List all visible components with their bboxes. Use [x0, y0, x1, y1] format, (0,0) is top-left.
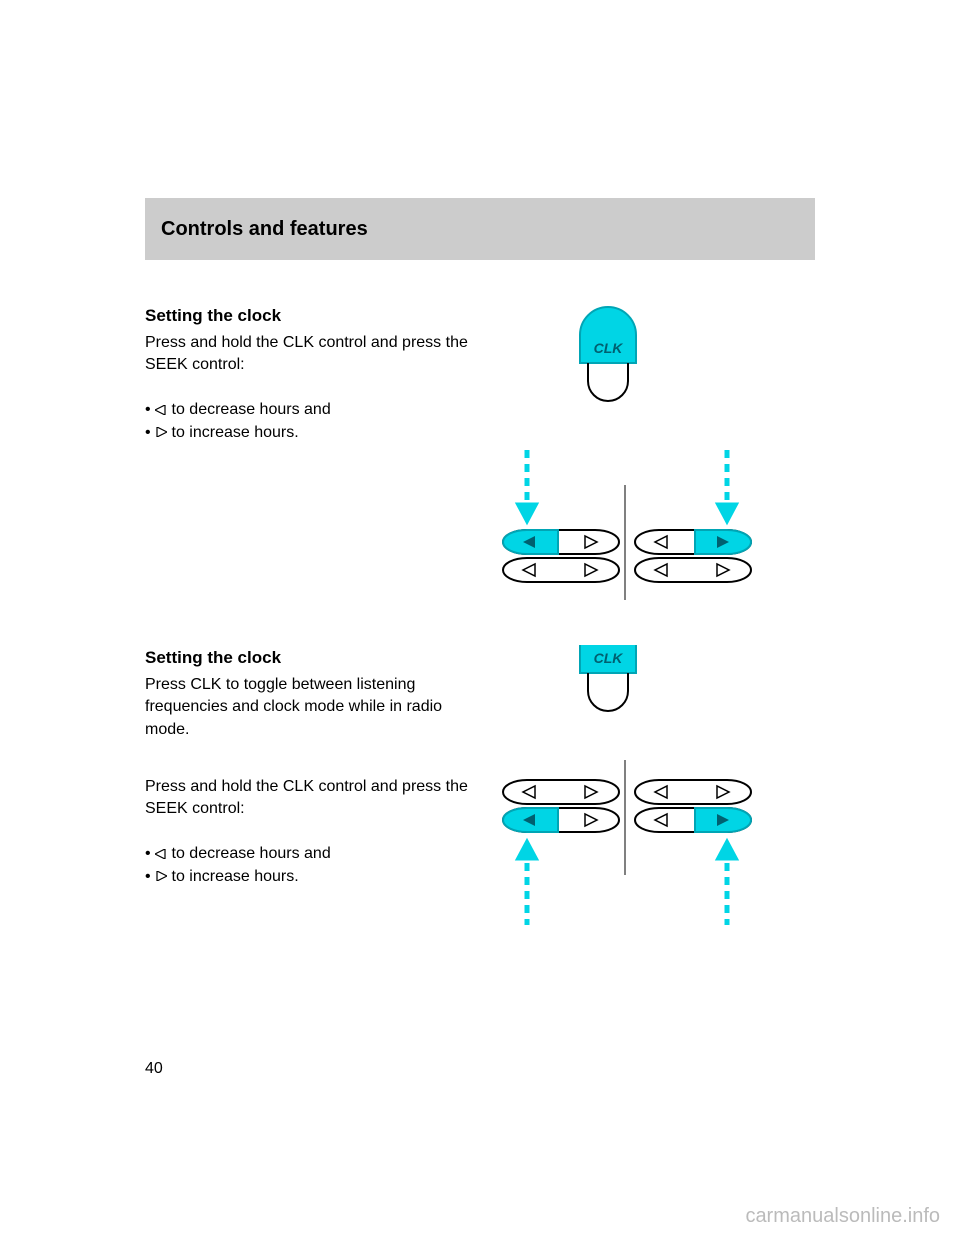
section2-title: Setting the clock: [145, 648, 281, 668]
section1-p1-text: Press and hold the CLK control and press…: [145, 334, 468, 373]
header-bar: Controls and features: [145, 198, 815, 260]
section1-p1c-text: to increase hours.: [172, 424, 299, 441]
clk-label-2: CLK: [594, 650, 624, 666]
section2-paragraph1: Press CLK to toggle between listening fr…: [145, 674, 475, 741]
page-number: 40: [145, 1060, 163, 1078]
triangle-right-icon: [155, 427, 167, 437]
section1-title: Setting the clock: [145, 306, 281, 326]
triangle-right-icon: [155, 871, 167, 881]
triangle-left-icon: [155, 405, 167, 415]
section2-p1-text: Press CLK to toggle between listening fr…: [145, 676, 442, 738]
header-title: Controls and features: [161, 218, 368, 241]
footer-watermark: carmanualsonline.info: [745, 1205, 940, 1228]
section2-p2c-text: to increase hours.: [172, 868, 299, 885]
diagram-hours: CLK: [485, 305, 805, 625]
section1-p1b-text: to decrease hours and: [172, 401, 331, 418]
clk-label: CLK: [594, 340, 624, 356]
triangle-left-icon: [155, 849, 167, 859]
section1-paragraph1: Press and hold the CLK control and press…: [145, 332, 475, 444]
section2-p2a-text: Press and hold the CLK control and press…: [145, 778, 468, 817]
section2-paragraph2: Press and hold the CLK control and press…: [145, 776, 475, 888]
diagram-tune: CLK: [485, 645, 805, 965]
section2-p2b-text: to decrease hours and: [172, 845, 331, 862]
